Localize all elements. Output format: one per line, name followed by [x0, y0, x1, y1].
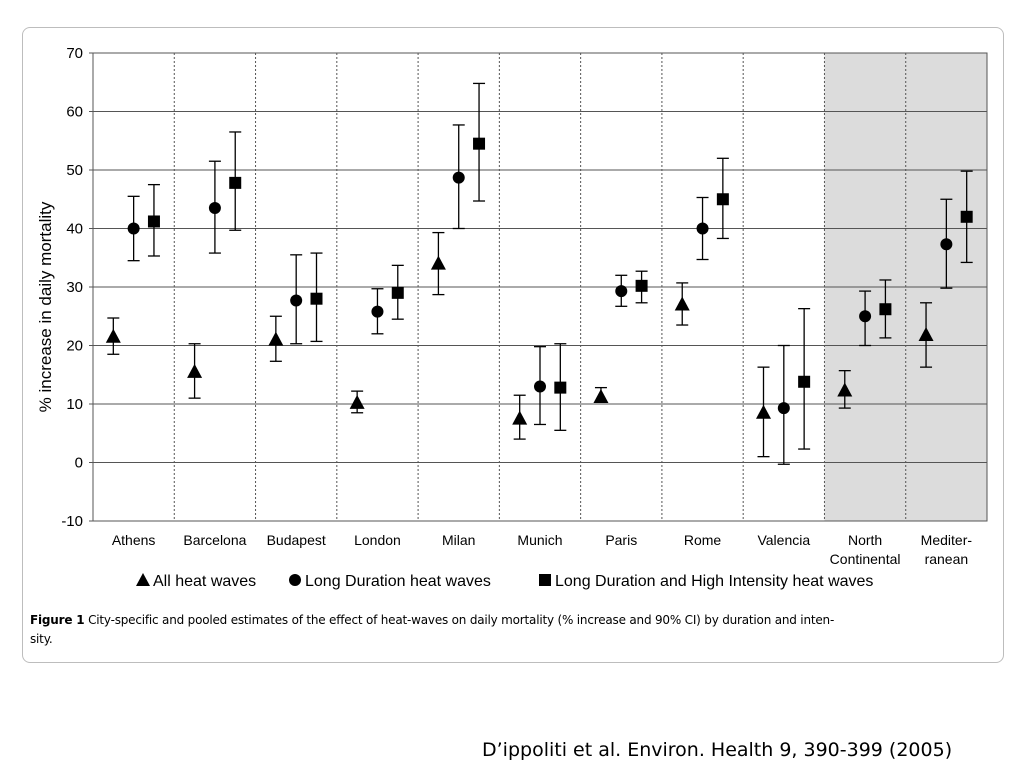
legend-circle-icon — [289, 574, 301, 586]
legend-label: All heat waves — [153, 573, 256, 590]
category-label: Paris — [605, 532, 637, 548]
caption-label: Figure 1 — [30, 613, 85, 627]
square-point — [554, 381, 567, 394]
triangle-point — [187, 363, 203, 378]
circle-point — [371, 305, 384, 318]
triangle-point — [512, 410, 528, 425]
y-tick-label: 70 — [66, 45, 83, 62]
legend-square-icon — [539, 574, 551, 586]
data-points — [105, 137, 973, 425]
category-separators — [173, 53, 907, 521]
triangle-point — [918, 326, 934, 341]
square-point — [310, 292, 323, 305]
y-tick-label: 50 — [66, 162, 83, 179]
category-label: Rome — [684, 532, 722, 548]
legend-triangle-icon — [136, 573, 150, 586]
figure-caption: Figure 1 City-specific and pooled estima… — [30, 611, 995, 649]
category-label: London — [354, 532, 401, 548]
category-label: Continental — [830, 551, 901, 567]
legend-label: Long Duration heat waves — [305, 573, 491, 590]
triangle-point — [430, 255, 446, 270]
x-axis-categories: Athens Barcelona Budapest London Milan Munich… — [112, 532, 973, 567]
circle-point — [452, 171, 465, 184]
square-point — [473, 137, 486, 150]
circle-point — [777, 402, 790, 415]
category-label: North — [848, 532, 882, 548]
square-point — [147, 215, 160, 228]
square-point — [229, 176, 242, 189]
triangle-point — [349, 394, 365, 409]
legend-label: Long Duration and High Intensity heat wa… — [555, 573, 873, 590]
category-label: Munich — [517, 532, 562, 548]
square-point — [879, 303, 892, 316]
square-point — [960, 210, 973, 223]
circle-point — [859, 310, 872, 323]
triangle-point — [105, 328, 121, 343]
y-tick-label: 60 — [66, 104, 83, 121]
citation: D’ippoliti et al. Environ. Health 9, 390… — [482, 739, 953, 761]
y-tick-label: 30 — [66, 279, 83, 296]
circle-point — [940, 238, 953, 251]
triangle-point — [837, 382, 853, 397]
category-label: Valencia — [757, 532, 810, 548]
circle-point — [127, 222, 140, 235]
circle-point — [534, 380, 546, 393]
triangle-point — [756, 404, 771, 419]
square-point — [798, 375, 811, 388]
category-label: Mediter- — [921, 532, 973, 548]
circle-point — [696, 222, 709, 235]
triangle-point — [268, 331, 284, 346]
category-label: Milan — [442, 532, 475, 548]
y-axis-ticks: -10 0 10 20 30 40 50 60 70 — [61, 45, 93, 530]
circle-point — [615, 285, 628, 298]
square-point — [716, 193, 729, 206]
category-label: ranean — [925, 551, 969, 567]
square-point — [391, 286, 404, 299]
triangle-point — [674, 296, 690, 311]
triangle-point — [593, 388, 609, 403]
circle-point — [290, 294, 303, 307]
category-label: Budapest — [267, 532, 326, 548]
y-axis-title: % increase in daily mortality — [36, 201, 55, 412]
y-tick-label: -10 — [61, 513, 83, 530]
circle-point — [208, 202, 221, 215]
square-point — [635, 279, 648, 292]
y-tick-label: 0 — [75, 455, 83, 472]
gridlines — [93, 111, 987, 463]
category-label: Athens — [112, 532, 156, 548]
y-tick-label: 20 — [66, 338, 83, 355]
caption-text-line2: sity. — [30, 632, 53, 646]
caption-text-line1: City-specific and pooled estimates of th… — [88, 613, 835, 627]
y-tick-label: 10 — [66, 396, 83, 413]
category-label: Barcelona — [183, 532, 246, 548]
legend: All heat waves Long Duration heat waves Lo… — [136, 573, 873, 590]
y-tick-label: 40 — [66, 221, 83, 238]
